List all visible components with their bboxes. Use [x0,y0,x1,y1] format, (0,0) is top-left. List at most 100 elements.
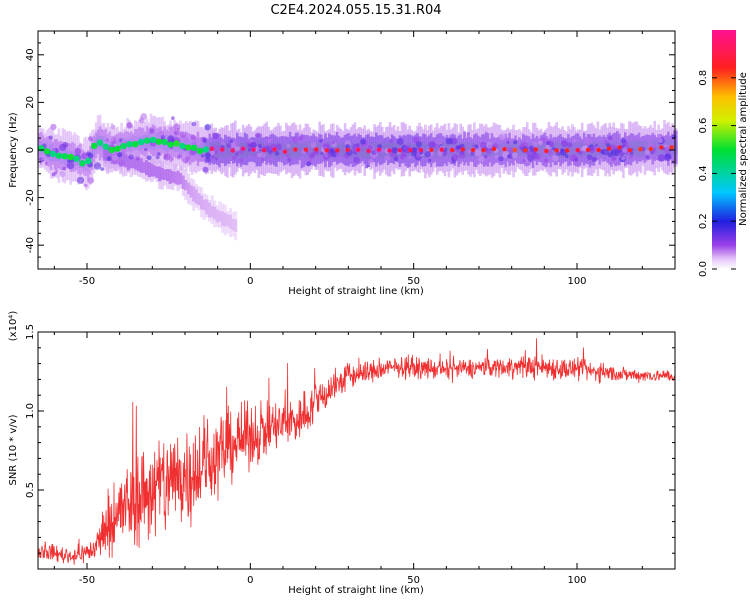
heat-speckle [353,156,360,164]
heat-speckle [498,133,506,140]
heat-speckle [458,151,466,159]
heat-speckle [474,149,482,157]
heat-speckle [608,136,613,141]
heat-speckle [384,154,391,162]
heat-cell [108,142,112,169]
heat-cell [359,127,362,173]
heat-speckle [126,122,133,129]
heat-speckle [144,148,148,152]
heat-speckle [506,140,510,144]
heat-speckle [88,136,93,142]
heat-speckle [44,161,48,165]
heat-cell [150,157,154,183]
heat-speckle [430,151,435,156]
heat-speckle [226,143,232,148]
heat-speckle [212,133,219,140]
heat-peak [91,142,98,150]
heat-cell [168,161,172,190]
heat-cell [153,158,157,180]
heat-peak [79,160,86,167]
heat-speckle [76,176,85,184]
heat-speckle [87,177,94,184]
heat-peak [627,148,633,153]
heat-speckle [135,156,140,161]
heat-cell [160,161,164,190]
heat-speckle [87,152,94,159]
heat-speckle [653,149,658,154]
heat-cell [129,152,133,177]
heat-speckle [527,154,534,162]
heat-speckle [319,139,323,143]
heat-peak [85,157,92,165]
heat-speckle [250,142,257,149]
heat-speckle [451,154,459,161]
heat-cell [158,159,162,190]
heat-peak [251,147,256,152]
heat-peak [596,147,601,153]
heat-peak [481,148,486,153]
heat-speckle [169,157,174,162]
heat-cell [179,166,183,189]
heat-speckle [657,135,662,139]
heat-speckle [81,152,88,159]
heat-peak [38,145,45,152]
heat-speckle [331,141,336,145]
heat-speckle [205,157,211,163]
heat-peak [575,147,580,153]
heat-speckle [268,150,273,155]
heat-peak [202,146,210,153]
heat-speckle [264,142,269,147]
heat-cell [213,200,217,228]
heat-speckle [231,156,237,161]
heat-speckle [204,152,211,159]
heat-speckle [572,138,577,143]
heat-speckle [50,123,57,130]
colorbar-tick-label: 0.8 [698,70,709,86]
heat-speckle [437,140,442,146]
heat-speckle [128,154,134,160]
heat-speckle [591,156,598,163]
heat-speckle [53,171,58,175]
heat-speckle [583,136,592,145]
heat-speckle [287,157,292,162]
heat-peak [659,145,664,150]
heat-peak [606,146,612,151]
snr-xlabel: Height of straight line (km) [288,585,424,596]
heat-speckle [602,149,609,156]
heat-speckle [408,156,412,160]
heat-peak [49,150,57,158]
heat-speckle [117,152,123,158]
heat-speckle [513,140,518,145]
heat-speckle [229,139,233,144]
heat-cell [200,187,204,218]
heat-peak [355,147,361,152]
heat-speckle [611,156,617,161]
heat-speckle [487,156,491,160]
heat-speckle [644,149,651,156]
heat-cell [363,125,366,177]
heat-cell [396,126,400,170]
heat-cell [520,131,523,171]
heat-cell [500,129,504,169]
heat-speckle [590,145,597,152]
heat-peak [585,147,591,152]
heat-speckle [329,147,335,153]
heat-cell [457,132,460,174]
colorbar-ticks: 0.0 0.2 0.4 0.6 0.8 [698,70,736,277]
heat-cell [479,123,482,176]
heat-speckle [552,147,556,151]
heat-speckle [371,154,377,159]
heat-speckle [285,154,290,158]
heat-cell [290,123,294,179]
heat-speckle [526,150,532,156]
heat-peak [669,145,674,150]
heat-speckle [532,141,539,147]
heat-cell [165,125,168,165]
heat-cell [635,121,639,177]
heat-cell [224,125,227,177]
heat-speckle [645,155,650,160]
x-tick-label: 0 [247,276,253,287]
heat-speckle [168,129,173,134]
heat-speckle [400,150,407,158]
heat-speckle [267,138,272,143]
